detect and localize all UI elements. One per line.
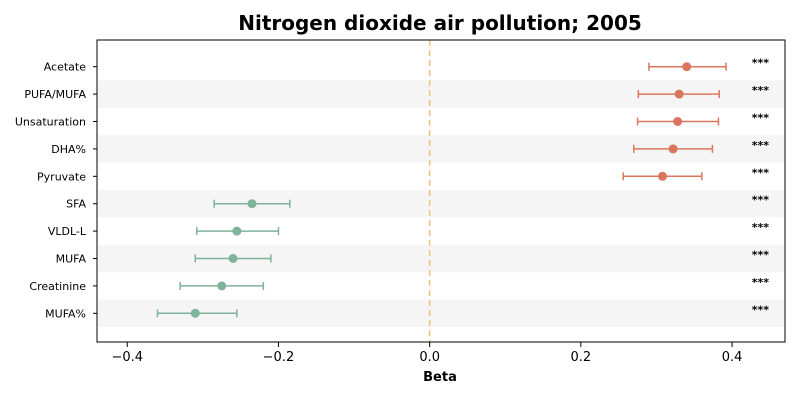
estimate-row: Acetate *** bbox=[44, 57, 770, 74]
plot-frame bbox=[96, 39, 786, 343]
y-tick-label: MUFA% bbox=[45, 307, 86, 320]
y-tick-label: DHA% bbox=[51, 143, 86, 156]
significance-label: *** bbox=[752, 276, 770, 289]
estimate-row: Creatinine *** bbox=[29, 276, 769, 293]
point-estimate bbox=[190, 308, 200, 318]
y-tick-label: VLDL-L bbox=[48, 225, 87, 238]
significance-label: *** bbox=[752, 112, 770, 125]
point-estimate bbox=[217, 281, 227, 291]
y-tick-label: SFA bbox=[66, 198, 86, 211]
chart-title: Nitrogen dioxide air pollution; 2005 bbox=[238, 11, 642, 35]
significance-label: *** bbox=[752, 139, 770, 152]
axes: −0.4 −0.2 0.0 0.2 0.4 bbox=[96, 39, 786, 365]
x-tick-label: 0.4 bbox=[722, 350, 743, 365]
row-bands bbox=[98, 80, 784, 327]
x-tick-label: 0.2 bbox=[571, 350, 592, 365]
row-band bbox=[98, 190, 784, 218]
data-rows: Acetate ***PUFA/MUFA ***Unsaturation ***DHA… bbox=[15, 57, 769, 321]
y-tick-label: Acetate bbox=[44, 61, 87, 74]
estimate-row: VLDL-L *** bbox=[48, 221, 769, 238]
estimate-row: MUFA% *** bbox=[45, 303, 769, 320]
estimate-row: MUFA *** bbox=[56, 249, 770, 266]
y-tick-label: PUFA/MUFA bbox=[24, 88, 86, 101]
significance-label: *** bbox=[752, 166, 770, 179]
significance-label: *** bbox=[752, 249, 770, 262]
point-estimate bbox=[228, 254, 238, 263]
y-tick-label: Unsaturation bbox=[15, 116, 86, 129]
estimate-row: Pyruvate *** bbox=[37, 166, 769, 183]
y-tick-label: MUFA bbox=[56, 253, 87, 266]
point-estimate bbox=[247, 199, 257, 209]
point-estimate bbox=[673, 117, 683, 126]
estimate-row: DHA% *** bbox=[51, 139, 769, 156]
x-tick-label: −0.2 bbox=[263, 350, 295, 365]
point-estimate bbox=[668, 144, 678, 154]
x-tick-label: −0.4 bbox=[111, 350, 143, 365]
significance-label: *** bbox=[752, 221, 770, 234]
point-estimate bbox=[674, 89, 684, 99]
x-axis-label: Beta bbox=[423, 370, 457, 385]
x-tick-label: 0.0 bbox=[419, 350, 440, 365]
significance-label: *** bbox=[752, 194, 770, 207]
estimate-row: SFA *** bbox=[66, 194, 769, 211]
y-tick-label: Pyruvate bbox=[37, 170, 86, 183]
point-estimate bbox=[682, 62, 692, 72]
significance-label: *** bbox=[752, 303, 770, 316]
significance-label: *** bbox=[752, 84, 770, 97]
y-tick-label: Creatinine bbox=[29, 280, 86, 293]
point-estimate bbox=[232, 226, 242, 236]
estimate-row: PUFA/MUFA *** bbox=[24, 84, 769, 101]
estimate-row: Unsaturation *** bbox=[15, 112, 769, 129]
point-estimate bbox=[658, 171, 668, 181]
significance-label: *** bbox=[752, 57, 770, 70]
